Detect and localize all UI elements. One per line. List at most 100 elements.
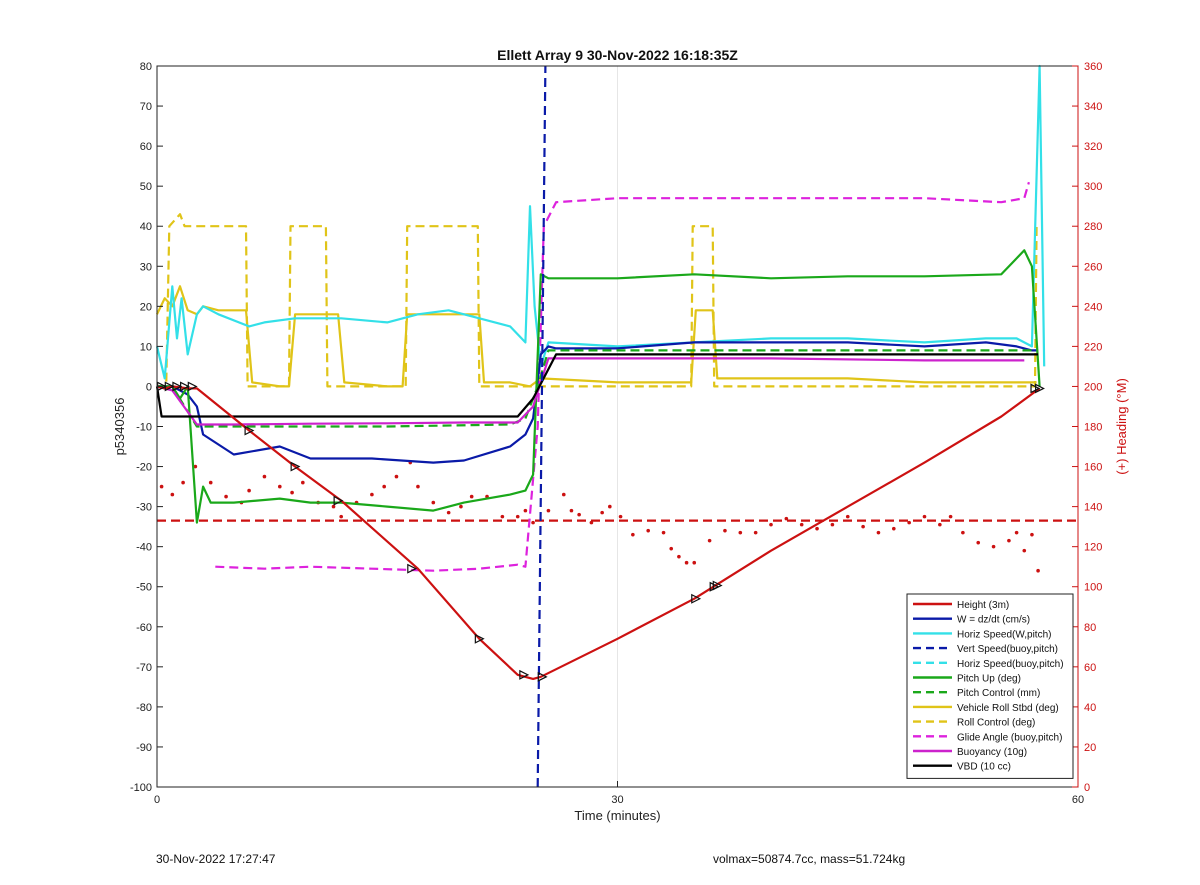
series-heading-point [193,464,198,469]
series-heading-point [799,522,804,527]
series-heading-point [170,492,175,497]
series-pitch-control-mm-line [157,349,1037,428]
series-buoyancy-10g-line [156,357,1025,426]
y-tick-label: 80 [140,61,152,73]
series-heading-point [1022,548,1027,553]
height-marker [474,633,485,644]
series-heading-point [753,530,758,535]
y-right-tick-label: 300 [1084,181,1102,193]
series-heading-point [608,504,612,509]
y-tick-label: 20 [140,301,152,313]
series-heading-point [394,474,399,479]
y-right-tick-label: 0 [1084,782,1090,794]
series-heading-point [589,520,594,525]
series-heading-point [738,530,743,535]
series-heading-point [861,524,865,529]
series-heading-point [224,494,228,499]
series-heading-point [459,504,463,509]
y-tick-label: 40 [140,221,152,233]
y-tick-label: -90 [136,742,152,754]
series-heading-point [339,514,344,519]
series-heading-point [618,514,623,519]
series-heading-point [446,510,451,515]
x-tick-label: 0 [154,794,160,806]
y-right-tick-label: 100 [1084,582,1102,594]
series-heading-point [976,540,981,545]
y-tick-label: 50 [140,181,152,193]
series-heading-point [600,510,604,515]
y-tick-label: 10 [140,341,152,353]
series-glide-angle-buoy-pitch-line [215,181,1030,572]
height-marker [1035,383,1045,394]
series-heading-point [561,492,566,497]
y-right-tick-label: 40 [1084,702,1096,714]
height-marker [407,563,418,574]
series-heading-point [262,474,267,479]
legend-entry: Horiz Speed(buoy,pitch) [957,659,1064,670]
series-heading-point [500,514,505,519]
series-heading-point [523,508,528,513]
series-heading-point [531,520,535,525]
series-heading-point [892,526,896,531]
series-heading-point [938,522,942,527]
y-tick-label: -30 [136,502,152,514]
series-heading-point [646,528,650,533]
series-heading-point [1014,530,1019,535]
legend-entry: Vehicle Roll Stbd (deg) [957,703,1059,714]
x-axis-label: Time (minutes) [574,808,660,823]
legend-box [906,593,1074,779]
height-marker [244,425,255,436]
series-heading-point [922,514,927,519]
y-tick-label: -80 [136,702,152,714]
y-right-tick-label: 220 [1084,341,1102,353]
series-pitch-up-deg-line [157,249,1041,524]
y-right-tick-label: 320 [1084,141,1102,153]
series-heading-point [290,490,294,495]
y-tick-label: -100 [130,782,152,794]
series-heading-point [370,492,374,497]
y-tick-label: -70 [136,662,152,674]
series-heading-point [382,484,386,489]
series-w-dz-dt-cm-s-line [157,341,1039,464]
series-heading-point [907,520,911,525]
series-heading-point [278,484,282,489]
series-heading-point [669,546,674,551]
series-vbd-10-cc-line [155,353,1039,418]
legend-entry: Horiz Speed(W,pitch) [957,629,1051,640]
y-tick-label: 70 [140,101,152,113]
series-heading-point [876,530,881,535]
series-heading-point [845,514,850,519]
legend-entry: Pitch Control (mm) [957,688,1040,699]
series-heading-point [784,516,789,521]
series-heading-point [677,554,681,559]
legend-entry: Vert Speed(buoy,pitch) [957,644,1058,655]
chart-title: Ellett Array 9 30-Nov-2022 16:18:35Z [497,47,738,63]
y-tick-label: 30 [140,261,152,273]
series-heading-point [692,560,697,565]
series-heading-point [769,522,773,527]
y-tick-label: -20 [136,462,152,474]
height-marker [172,381,183,392]
series-heading-point [631,532,635,537]
legend-entry: VBD (10 cc) [957,762,1011,773]
height-marker [164,381,175,392]
axes: -100-90-80-70-60-50-40-30-20-10010203040… [130,61,1102,806]
footer-vehicle-info: volmax=50874.7cc, mass=51.724kg [713,852,906,866]
y-right-tick-label: 60 [1084,662,1096,674]
legend-entry: Glide Angle (buoy,pitch) [957,732,1062,743]
y-right-tick-label: 80 [1084,622,1096,634]
height-marker [537,671,548,682]
y-right-tick-label: 140 [1084,502,1102,514]
height-marker [180,381,190,392]
y-tick-label: -60 [136,622,152,634]
y-right-tick-label: 160 [1084,462,1102,474]
series-heading-point [707,538,712,543]
footer-timestamp: 30-Nov-2022 17:27:47 [156,852,276,866]
series-heading-point [1036,568,1040,573]
legend-entry: W = dz/dt (cm/s) [957,615,1030,626]
y-right-tick-label: 260 [1084,261,1102,273]
series-heading-point [723,528,727,533]
series-heading-point [577,512,581,517]
y-right-tick-label: 200 [1084,381,1102,393]
